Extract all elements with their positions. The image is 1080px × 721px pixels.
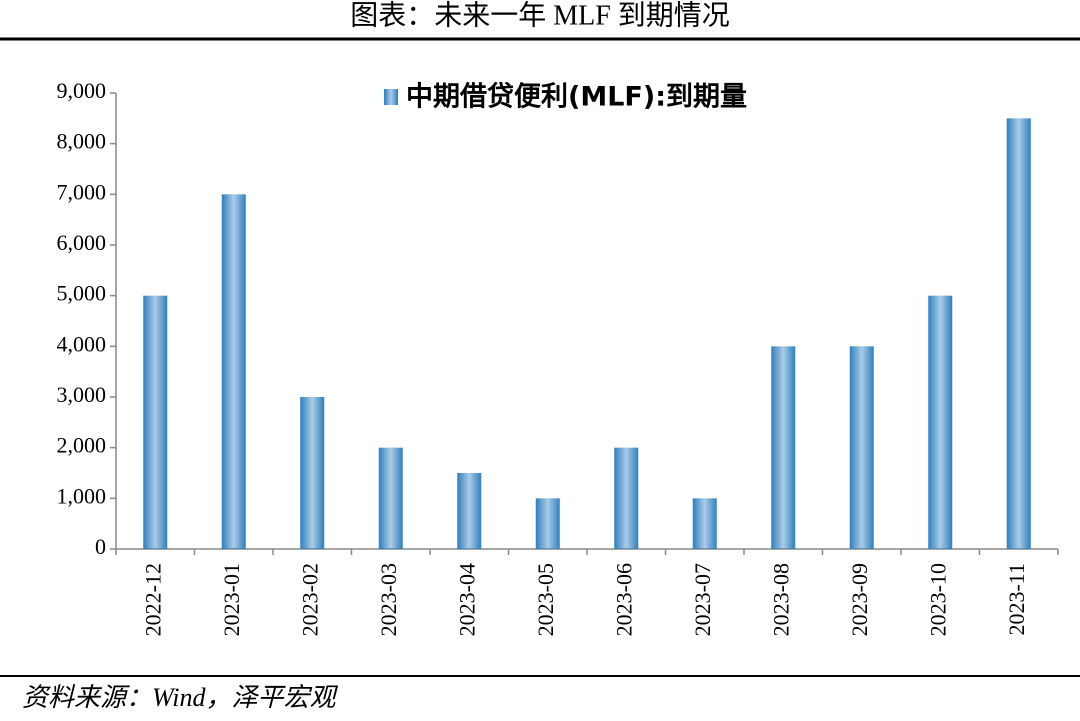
x-tick-label: 2023-02 [297,563,322,636]
legend-label: 中期借贷便利(MLF):到期量 [406,82,747,113]
bar [928,295,953,549]
x-tick-label: 2023-01 [219,563,244,636]
x-tick-label: 2023-10 [925,563,950,636]
bar [849,346,874,549]
y-tick-label: 7,000 [57,179,107,204]
bar [771,346,796,549]
x-tick-label: 2023-06 [611,563,636,636]
legend-swatch [384,89,398,105]
x-tick-label: 2023-08 [768,563,793,636]
y-tick-label: 9,000 [57,78,107,103]
y-tick-label: 0 [95,534,106,559]
x-tick-label: 2022-12 [140,563,165,636]
bar [614,447,639,549]
chart-title: 图表：未来一年 MLF 到期情况 [350,0,730,31]
x-tick-label: 2023-04 [454,563,479,636]
x-tick-label: 2023-05 [533,563,558,636]
x-tick-label: 2023-09 [847,563,872,636]
bar [535,498,560,549]
source-note: 资料来源：Wind，泽平宏观 [22,683,338,712]
x-tick-label: 2023-11 [1004,563,1029,636]
bar [692,498,717,549]
bar [457,473,482,549]
y-tick-label: 3,000 [57,382,107,407]
y-tick-label: 8,000 [57,129,107,154]
bar [300,397,325,549]
bar [1006,118,1031,549]
y-tick-label: 5,000 [57,281,107,306]
bar [143,295,168,549]
y-tick-label: 4,000 [57,331,107,356]
y-tick-label: 2,000 [57,433,107,458]
y-tick-label: 1,000 [57,483,107,508]
x-tick-label: 2023-03 [376,563,401,636]
bar [221,194,246,550]
y-tick-label: 6,000 [57,230,107,255]
x-tick-label: 2023-07 [690,563,715,636]
bar [378,447,403,549]
